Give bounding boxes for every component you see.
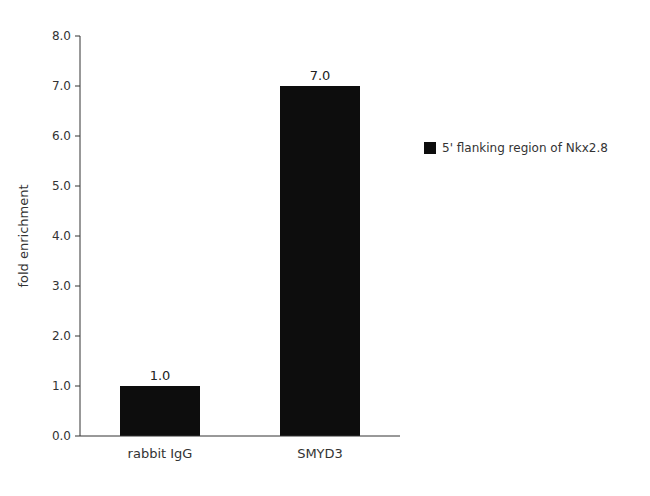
y-tick-label: 2.0 (52, 329, 71, 343)
chart: 1.0 7.0 0.0 1.0 2.0 3.0 4.0 5.0 6.0 7.0 8.0 rabbit … (0, 0, 650, 496)
y-tick (75, 36, 80, 37)
legend: 5' flanking region of Nkx2.8 (424, 141, 608, 155)
y-tick-label: 4.0 (52, 229, 71, 243)
legend-label: 5' flanking region of Nkx2.8 (442, 141, 608, 155)
bar (120, 386, 200, 436)
y-tick-label: 8.0 (52, 29, 71, 43)
y-tick (75, 136, 80, 137)
axes: 0.0 1.0 2.0 3.0 4.0 5.0 6.0 7.0 8.0 rabbit IgG SMY… (52, 29, 400, 462)
y-tick (75, 436, 80, 437)
y-tick (75, 286, 80, 287)
y-tick (75, 186, 80, 187)
data-label: 7.0 (310, 68, 331, 83)
x-axis-line (80, 436, 400, 437)
x-tick-label: rabbit IgG (128, 446, 193, 461)
y-tick (75, 386, 80, 387)
x-tick-label: SMYD3 (297, 446, 343, 461)
data-label: 1.0 (150, 368, 171, 383)
y-tick-label: 5.0 (52, 179, 71, 193)
y-tick-label: 1.0 (52, 379, 71, 393)
y-axis-label: fold enrichment (16, 184, 31, 287)
y-tick (75, 336, 80, 337)
y-tick-label: 7.0 (52, 79, 71, 93)
y-tick-label: 6.0 (52, 129, 71, 143)
legend-swatch (424, 142, 436, 154)
y-tick (75, 236, 80, 237)
y-tick-label: 3.0 (52, 279, 71, 293)
y-tick (75, 86, 80, 87)
bar (280, 86, 360, 436)
data-labels: 1.0 7.0 (150, 68, 331, 383)
chart-container: 1.0 7.0 0.0 1.0 2.0 3.0 4.0 5.0 6.0 7.0 8.0 rabbit … (0, 0, 650, 496)
bars (120, 86, 360, 436)
y-tick-label: 0.0 (52, 429, 71, 443)
